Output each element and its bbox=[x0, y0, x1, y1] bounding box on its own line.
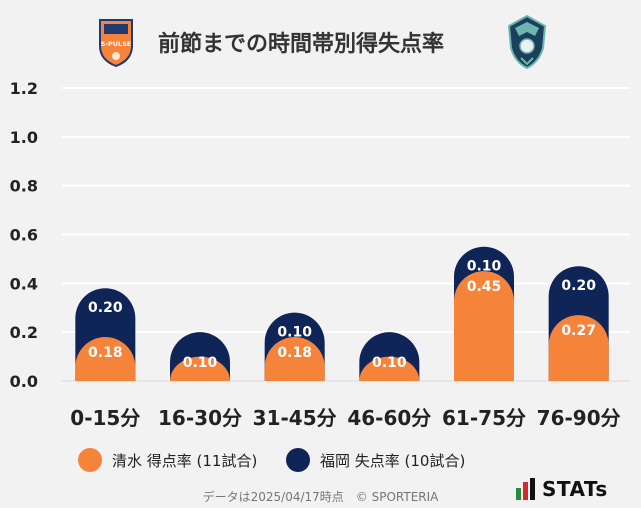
y-tick-label: 0.0 bbox=[10, 372, 38, 391]
x-category-label: 31-45分 bbox=[253, 406, 337, 430]
data-source-footer: データは2025/04/17時点 © SPORTERIA bbox=[202, 490, 439, 504]
value-label-away: 0.10 bbox=[467, 259, 502, 275]
y-tick-label: 0.4 bbox=[10, 274, 38, 293]
bar-home-1 bbox=[170, 356, 231, 381]
x-category-label: 46-60分 bbox=[347, 406, 431, 430]
chart-title: 前節までの時間帯別得失点率 bbox=[158, 32, 445, 57]
x-category-label: 61-75分 bbox=[442, 406, 526, 430]
y-tick-label: 0.8 bbox=[10, 177, 38, 196]
legend-swatch-away bbox=[286, 448, 310, 472]
x-category-label: 16-30分 bbox=[158, 406, 242, 430]
x-category-label: 76-90分 bbox=[537, 406, 621, 430]
legend-item-away: 福岡 失点率 (10試合) bbox=[286, 448, 465, 472]
stats-brand-text: STATs bbox=[542, 477, 608, 501]
value-label-home: 0.27 bbox=[561, 323, 596, 339]
y-tick-label: 0.6 bbox=[10, 226, 38, 245]
legend-label-home: 清水 得点率 (11試合) bbox=[112, 451, 258, 470]
s-pulse-crest-text: S-PULSE bbox=[101, 40, 132, 48]
bar-home-2 bbox=[264, 337, 325, 381]
stats-bars-icon bbox=[516, 478, 535, 500]
bar-home-5 bbox=[548, 315, 609, 381]
value-label-away: 0.20 bbox=[88, 300, 123, 316]
avispa-fukuoka-crest-icon bbox=[507, 14, 547, 70]
value-label-home: 0.18 bbox=[277, 345, 312, 361]
stats-brand-logo: STATs bbox=[516, 477, 608, 501]
value-label-home: 0.45 bbox=[467, 279, 502, 295]
value-label-home: 0.10 bbox=[372, 355, 407, 371]
value-label-home: 0.10 bbox=[183, 355, 218, 371]
y-tick-label: 0.2 bbox=[10, 323, 38, 342]
y-tick-label: 1.0 bbox=[10, 128, 38, 147]
legend-label-away: 福岡 失点率 (10試合) bbox=[320, 451, 466, 470]
legend-swatch-home bbox=[78, 448, 102, 472]
y-tick-label: 1.2 bbox=[10, 79, 38, 98]
x-category-label: 0-15分 bbox=[70, 406, 140, 430]
value-label-home: 0.18 bbox=[88, 345, 123, 361]
legend-item-home: 清水 得点率 (11試合) bbox=[78, 448, 257, 472]
bar-home-4 bbox=[454, 271, 514, 381]
s-pulse-crest-icon: S-PULSE bbox=[99, 19, 133, 68]
value-label-away: 0.10 bbox=[277, 325, 312, 341]
bar-home-0 bbox=[75, 337, 136, 381]
value-label-away: 0.20 bbox=[561, 278, 596, 294]
bar-home-3 bbox=[359, 356, 420, 381]
chart-header: S-PULSE 前節までの時間帯別得失点率 bbox=[0, 0, 641, 80]
bar-chart: 0.0 0.2 0.4 0.6 0.8 1.0 1.2 0.18 0.20 0-15分 0.10 16… bbox=[10, 79, 630, 430]
